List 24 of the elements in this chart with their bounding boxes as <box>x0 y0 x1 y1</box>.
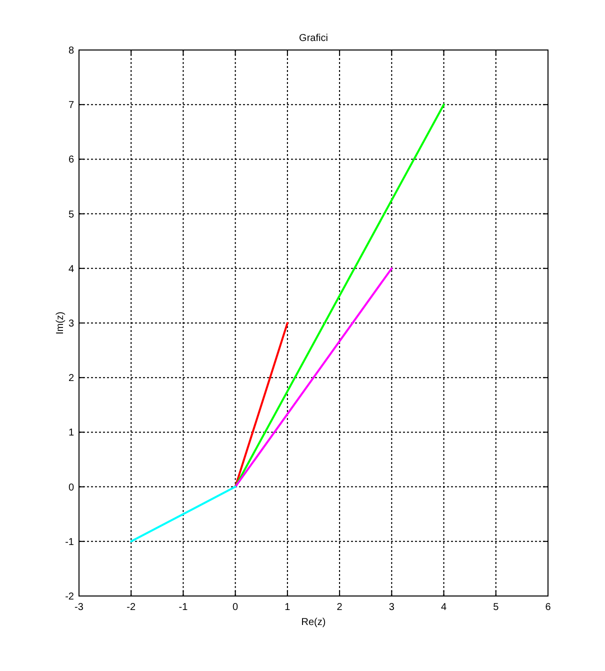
y-tick-label: 3 <box>68 318 74 330</box>
x-tick-label: 5 <box>493 602 500 613</box>
y-tick-label: 1 <box>68 428 74 439</box>
x-tick-label: -3 <box>74 602 84 613</box>
x-tick-label: 2 <box>336 602 343 613</box>
y-tick-label: -2 <box>65 592 74 602</box>
x-axis-title: Re(z) <box>301 617 326 628</box>
y-tick-label: 8 <box>68 46 74 56</box>
x-tick-label: -2 <box>126 602 136 613</box>
x-tick-label: 1 <box>284 602 291 613</box>
x-tick-label: 6 <box>545 602 552 613</box>
y-tick-label: 6 <box>68 154 74 166</box>
y-tick-label: -1 <box>65 536 74 548</box>
y-tick-label: 5 <box>68 209 74 220</box>
y-tick-label: 0 <box>68 482 74 494</box>
chart-title: Grafici <box>299 33 328 44</box>
x-tick-label: 4 <box>440 602 447 613</box>
y-tick-label: 7 <box>68 100 74 112</box>
y-tick-label: 2 <box>68 373 74 384</box>
x-tick-label: -1 <box>178 602 188 613</box>
x-tick-label: 3 <box>388 602 395 613</box>
y-tick-label: 4 <box>68 264 74 275</box>
x-tick-label: 0 <box>232 602 239 613</box>
y-axis-title: Im(z) <box>55 312 66 334</box>
